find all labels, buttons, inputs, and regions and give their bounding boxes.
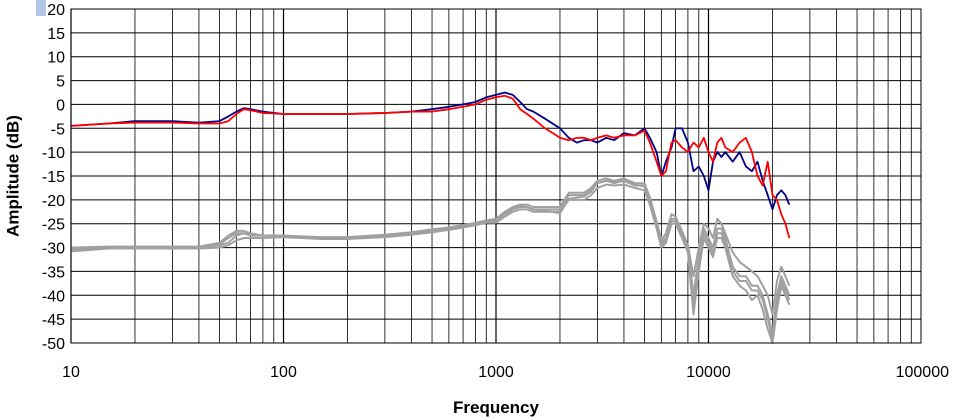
- series-line-1: [70, 94, 791, 239]
- y-tick-label: 15: [47, 26, 65, 43]
- x-tick-label: 100000: [896, 364, 949, 381]
- series-line-0: [70, 91, 791, 211]
- y-axis-title: Amplitude (dB): [3, 115, 22, 237]
- series-line-5: [70, 178, 791, 340]
- y-tick-label: -50: [42, 336, 65, 353]
- grid: [70, 8, 921, 344]
- plot-frame: [70, 8, 922, 344]
- y-tick-label: -15: [42, 169, 65, 186]
- x-tick-label: 10: [62, 364, 80, 381]
- y-tick-label: -30: [42, 241, 65, 258]
- y-tick-label: -25: [42, 217, 65, 234]
- y-tick-label: 5: [56, 74, 65, 91]
- y-tick-label: 20: [47, 2, 65, 19]
- x-tick-label: 100: [270, 364, 297, 381]
- x-axis-title: Frequency: [453, 398, 540, 417]
- y-tick-label: -35: [42, 264, 65, 281]
- y-tick-label: -10: [42, 145, 65, 162]
- y-tick-label: -45: [42, 312, 65, 329]
- series-line-2: [70, 179, 791, 335]
- x-tick-label: 10000: [686, 364, 731, 381]
- y-tick-label: -5: [51, 121, 65, 138]
- y-tick-label: 10: [47, 50, 65, 67]
- x-tick-label: 1000: [478, 364, 514, 381]
- x-tick-labels: 10 100 1000 10000 100000: [62, 364, 949, 381]
- y-tick-label: -40: [42, 288, 65, 305]
- series-line-4: [70, 183, 791, 344]
- y-tick-labels: 20 15 10 5 0 -5 -10 -15 -20 -25 -30 -35 -40 -45 -50: [42, 2, 65, 353]
- y-tick-label: -20: [42, 193, 65, 210]
- series-layer: [70, 91, 791, 344]
- corner-highlight: [36, 0, 46, 16]
- y-tick-label: 0: [56, 97, 65, 114]
